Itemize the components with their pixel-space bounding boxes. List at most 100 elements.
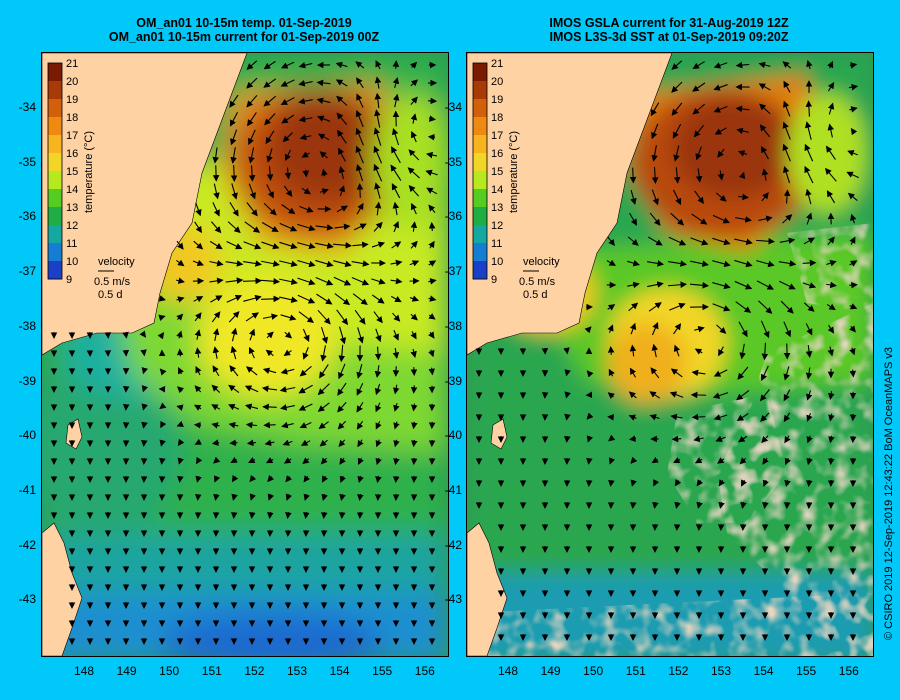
- colorbar-tick-label: 17: [491, 130, 503, 142]
- colorbar-tick-label: 10: [66, 256, 78, 268]
- velocity-arrow: [213, 493, 220, 501]
- y-axis-label: -34: [18, 100, 36, 114]
- velocity-arrow: [279, 222, 298, 232]
- velocity-arrow: [195, 202, 202, 217]
- velocity-arrow: [804, 143, 814, 162]
- velocity-arrow: [243, 294, 262, 302]
- x-axis-label: 151: [625, 664, 646, 678]
- colorbar-tick-label: 16: [66, 148, 78, 160]
- velocity-arrow: [317, 115, 331, 122]
- velocity-arrow: [316, 97, 331, 104]
- colorbar-segment: [48, 135, 62, 154]
- velocity-arrow: [245, 312, 259, 322]
- velocity-arrow: [297, 277, 316, 286]
- velocity-arrow: [428, 313, 436, 320]
- x-axis-label: 152: [668, 664, 689, 678]
- y-axis-label: -35: [444, 154, 462, 169]
- velocity-arrow: [282, 439, 293, 446]
- velocity-arrow: [758, 61, 771, 69]
- velocity-arrow: [805, 367, 813, 380]
- velocity-arrow: [301, 151, 310, 158]
- velocity-arrow: [284, 331, 293, 339]
- velocity-arrow: [805, 345, 813, 358]
- velocity-arrow: [320, 345, 327, 362]
- velocity-arrow: [735, 105, 750, 113]
- velocity-arrow: [649, 414, 660, 421]
- velocity-arrow: [279, 296, 298, 303]
- x-axis-label: 153: [286, 664, 308, 678]
- velocity-arrow: [782, 143, 791, 162]
- velocity-arrow: [783, 502, 791, 510]
- velocity-arrow: [759, 103, 771, 115]
- velocity-arrow: [231, 183, 238, 200]
- velocity-arrow: [784, 479, 791, 488]
- y-axis-label: -43: [18, 592, 36, 607]
- velocity-arrow: [319, 364, 329, 379]
- velocity-arrow: [374, 383, 382, 396]
- velocity-arrow: [608, 457, 616, 465]
- velocity-arrow: [334, 293, 351, 306]
- velocity-arrow: [226, 240, 243, 250]
- velocity-arrow: [627, 281, 640, 289]
- colorbar-frame: [472, 62, 488, 280]
- velocity-arrow: [607, 346, 615, 355]
- velocity-arrow: [373, 145, 383, 164]
- velocity-arrow: [778, 280, 796, 290]
- velocity-arrow: [282, 132, 293, 143]
- velocity-arrow: [248, 147, 255, 164]
- velocity-arrow: [266, 166, 274, 181]
- velocity-arrow: [356, 402, 364, 413]
- velocity-legend-title: velocity: [98, 256, 135, 268]
- velocity-arrow: [333, 260, 352, 268]
- colorbar-segment: [48, 225, 62, 244]
- velocity-legend-scale: 0.5 m/s: [94, 276, 131, 288]
- velocity-arrow: [246, 202, 258, 217]
- velocity-arrow: [849, 303, 858, 310]
- velocity-arrow: [230, 456, 238, 464]
- velocity-arrow: [693, 124, 704, 138]
- velocity-arrow: [260, 295, 281, 303]
- velocity-arrow: [410, 202, 417, 215]
- velocity-arrow: [303, 512, 310, 519]
- velocity-arrow: [736, 413, 749, 422]
- x-axis-label: 156: [838, 664, 859, 678]
- velocity-arrow: [783, 100, 791, 117]
- velocity-arrow: [651, 343, 659, 358]
- velocity-arrow: [193, 421, 202, 429]
- velocity-arrow: [410, 221, 418, 232]
- velocity-arrow: [651, 123, 659, 140]
- velocity-arrow: [353, 223, 367, 231]
- velocity-arrow: [392, 312, 401, 322]
- velocity-arrow: [195, 456, 203, 465]
- velocity-arrow: [735, 61, 750, 69]
- velocity-legend-time: 0.5 d: [523, 289, 547, 301]
- velocity-arrow: [428, 331, 435, 339]
- velocity-arrow: [213, 456, 221, 464]
- velocity-arrow: [338, 363, 346, 380]
- velocity-arrow: [177, 475, 184, 483]
- velocity-arrow: [303, 493, 310, 501]
- velocity-arrow: [193, 240, 204, 250]
- colorbar-segment: [473, 81, 487, 100]
- velocity-arrow: [689, 282, 710, 289]
- velocity-arrow: [827, 81, 835, 92]
- x-axis-label: 149: [540, 664, 561, 678]
- velocity-arrow: [298, 80, 313, 87]
- velocity-arrow: [317, 309, 331, 325]
- velocity-arrow: [211, 384, 221, 393]
- velocity-arrow: [741, 479, 748, 487]
- colorbar-tick-label: 12: [66, 220, 78, 232]
- velocity-arrow: [691, 413, 706, 421]
- velocity-arrow: [783, 412, 791, 423]
- velocity-arrow: [299, 205, 314, 213]
- colorbar-tick-label: 18: [491, 112, 503, 124]
- velocity-arrow: [176, 404, 184, 411]
- velocity-arrow: [410, 313, 418, 321]
- velocity-arrow: [607, 414, 615, 421]
- velocity-arrow: [336, 95, 348, 106]
- velocity-arrow: [648, 302, 662, 312]
- velocity-arrow: [670, 368, 683, 378]
- velocity-arrow: [410, 113, 418, 124]
- x-axis-label: 156: [414, 664, 435, 678]
- velocity-arrow: [211, 439, 220, 446]
